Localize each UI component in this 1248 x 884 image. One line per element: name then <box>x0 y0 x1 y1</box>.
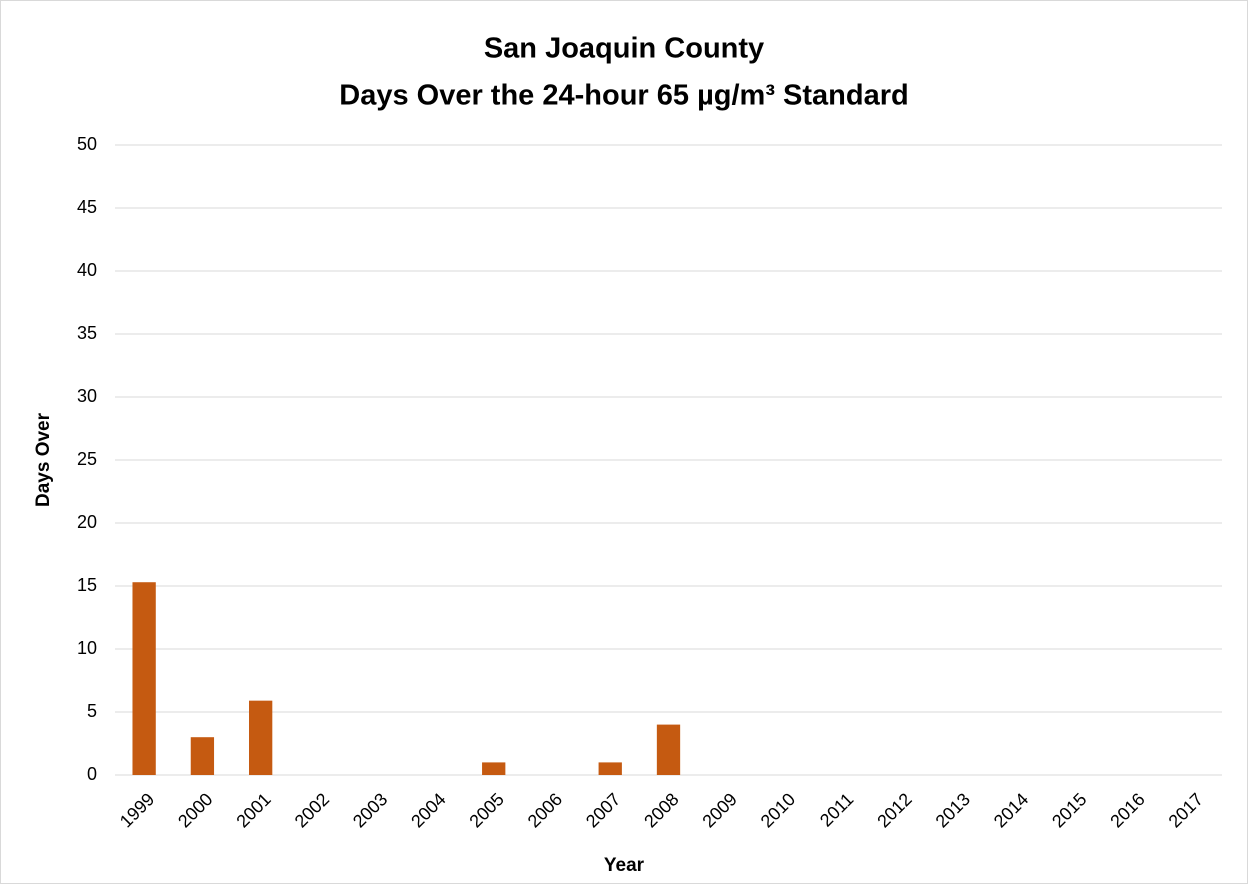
bar <box>190 737 215 775</box>
y-tick-label: 5 <box>87 701 97 721</box>
y-tick-label: 40 <box>77 260 97 280</box>
x-axis-label: Year <box>604 855 645 876</box>
y-tick-label: 45 <box>77 197 97 217</box>
y-tick-label: 10 <box>77 638 97 658</box>
chart-subtitle: Days Over the 24-hour 65 µg/m³ Standard <box>339 80 908 112</box>
bar <box>132 582 156 775</box>
y-tick-label: 50 <box>77 134 97 154</box>
y-tick-label: 15 <box>77 575 97 595</box>
y-tick-label: 30 <box>77 386 97 406</box>
bar <box>249 700 273 775</box>
y-axis-label: Days Over <box>33 412 54 507</box>
y-tick-label: 25 <box>77 449 97 469</box>
bar <box>656 724 681 775</box>
bar <box>598 762 622 775</box>
y-tick-label: 0 <box>87 764 97 784</box>
y-tick-label: 35 <box>77 323 97 343</box>
bar <box>482 762 506 775</box>
y-tick-label: 20 <box>77 512 97 532</box>
chart-title: San Joaquin County <box>484 33 764 65</box>
